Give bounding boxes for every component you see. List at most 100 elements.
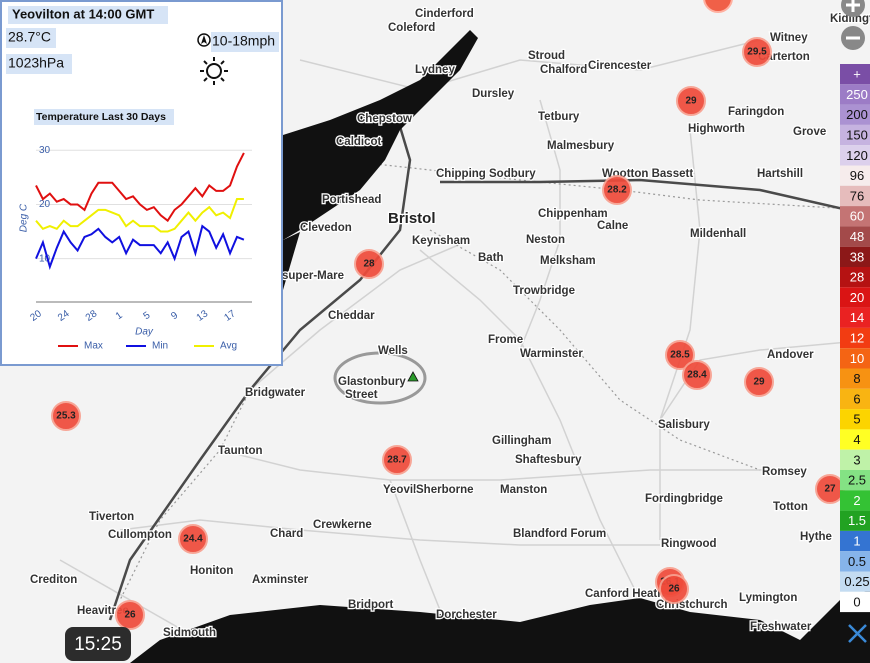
place-label: Honiton <box>190 565 233 577</box>
place-label: Glastonbury <box>338 376 406 388</box>
place-label: Cinderford <box>415 8 474 20</box>
chart-title-bg <box>34 109 174 125</box>
place-label: Freshwater <box>750 621 812 633</box>
legend-swatch <box>840 368 870 389</box>
y-tick-label: 30 <box>39 145 51 156</box>
place-label: Bristol <box>388 210 436 227</box>
place-label: Ringwood <box>661 538 717 550</box>
station-value: 29.5 <box>747 47 767 58</box>
legend-label: 28 <box>850 270 864 285</box>
close-button[interactable] <box>848 624 867 643</box>
place-label: Cullompton <box>108 529 172 541</box>
legend-entry: Avg <box>220 341 237 352</box>
legend-label: 76 <box>850 188 864 203</box>
legend-label: 8 <box>853 371 860 386</box>
place-label: Tetbury <box>538 111 580 123</box>
legend-swatch <box>840 571 870 592</box>
legend-label: 5 <box>853 412 860 427</box>
series-line <box>35 198 244 233</box>
place-label: Romsey <box>762 466 807 478</box>
place-label: Crediton <box>30 574 77 586</box>
place-label: Chalford <box>540 64 587 76</box>
zoom-out[interactable] <box>841 26 865 50</box>
place-label: Totton <box>773 501 808 513</box>
location-marker <box>407 371 419 382</box>
place-label: Stroud <box>528 50 565 62</box>
station-value: 27 <box>824 484 836 495</box>
motorways <box>108 109 870 621</box>
station-value: 29 <box>685 96 697 107</box>
legend-swatch <box>840 246 870 267</box>
legend-swatch <box>840 470 870 491</box>
place-label: Clevedon <box>300 222 352 234</box>
legend-label: 250 <box>846 87 868 102</box>
place-label: Bath <box>478 252 504 264</box>
legend-label: 14 <box>850 310 864 325</box>
wind-arrow <box>201 35 207 44</box>
x-tick-label: 9 <box>169 310 180 322</box>
legend-swatch <box>840 348 870 369</box>
legend-label: 120 <box>846 148 868 163</box>
place-label: Fordingbridge <box>645 493 723 505</box>
place-label: Grove <box>793 126 826 138</box>
legend-label: 4 <box>853 432 860 447</box>
place-label: Hythe <box>800 531 832 543</box>
legend-swatch <box>840 226 870 247</box>
legend-swatch <box>840 327 870 349</box>
legend-label: 0 <box>853 594 860 609</box>
place-label: Hartshill <box>757 168 803 180</box>
legend-label: 0.5 <box>848 554 866 569</box>
station-marker <box>703 0 733 13</box>
station-value: 28.4 <box>687 370 707 381</box>
place-label: Bridport <box>348 599 394 611</box>
station-value: 28.5 <box>670 350 690 361</box>
legend-entry: Min <box>152 341 168 352</box>
place-label: Lydney <box>415 64 455 76</box>
station-marker <box>51 401 81 431</box>
legend-swatch <box>840 510 870 531</box>
station-marker <box>178 524 208 554</box>
pressure-bg <box>6 54 72 74</box>
place-label: Calne <box>597 220 628 232</box>
place-labels: Cinderford Coleford Lydney Stroud Chalford Ci… <box>29 7 870 641</box>
place-label: Dursley <box>472 88 515 100</box>
place-label: Wells <box>378 345 408 357</box>
x-tick-label: 5 <box>142 310 153 322</box>
station-value: 29 <box>753 377 765 388</box>
legend-swatch <box>840 165 870 186</box>
station-marker <box>115 600 145 630</box>
time-badge <box>65 627 131 661</box>
station-value: 28.2 <box>607 185 627 196</box>
place-label: Witney <box>770 32 808 44</box>
legend-swatch <box>840 449 870 470</box>
station-value: 26 <box>668 584 680 595</box>
place-label: Cirencester <box>588 60 652 72</box>
legend-label: 2.5 <box>848 473 866 488</box>
place-label: Axminster <box>252 574 309 586</box>
station-marker <box>602 175 632 205</box>
station-marker <box>659 574 689 604</box>
station-markers: 2828.725.324.42626.12628.229.52928.528.4… <box>51 0 845 630</box>
legend-swatch <box>840 206 870 227</box>
legend-label: 10 <box>850 351 864 366</box>
roads <box>59 39 870 641</box>
place-label: Salisbury <box>658 419 710 431</box>
legend-swatch <box>840 185 870 207</box>
place-label: Portishead <box>322 194 381 206</box>
station-value: 24.4 <box>183 534 203 545</box>
place-label: Neston <box>526 234 565 246</box>
zoom-in[interactable] <box>841 0 865 17</box>
station-marker <box>742 37 772 67</box>
sun-icon <box>200 57 228 85</box>
place-label: Coleford <box>388 22 435 34</box>
series-line <box>35 224 245 271</box>
legend-label: 6 <box>853 391 860 406</box>
legend-swatch <box>840 307 870 328</box>
legend-swatch <box>840 551 870 572</box>
place-label: Kidlington <box>830 13 870 25</box>
popup-temperature: 28.7°C <box>8 29 51 45</box>
place-label: Sidmouth <box>163 627 216 639</box>
station-marker <box>682 360 712 390</box>
